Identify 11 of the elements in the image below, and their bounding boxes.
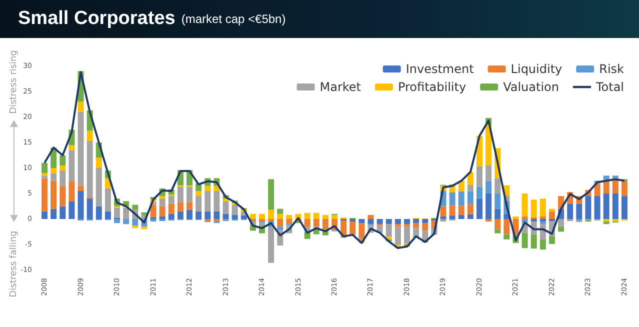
- legend-label: Investment: [406, 62, 474, 76]
- legend-label: Profitability: [398, 80, 466, 94]
- legend-label: Liquidity: [510, 62, 562, 76]
- chart-subtitle: (market cap <€5bn): [181, 12, 286, 26]
- text: Distress rising: [9, 50, 19, 114]
- legend-label: Risk: [599, 62, 624, 76]
- legend-label: Total: [594, 80, 624, 94]
- text: Distress falling: [9, 230, 19, 298]
- chart-title: Small Corporates: [18, 8, 176, 30]
- legend-label: Market: [320, 80, 362, 94]
- legend-label: Valuation: [503, 80, 559, 94]
